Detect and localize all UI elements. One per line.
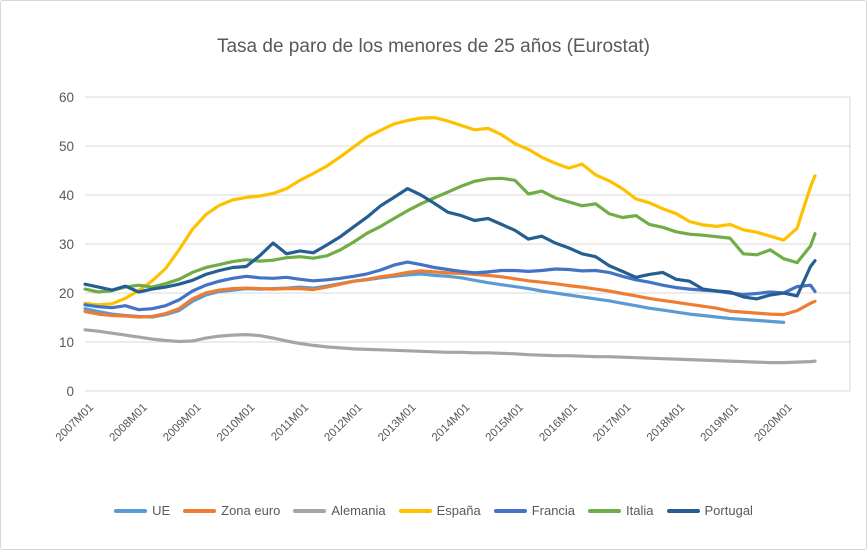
chart-title: Tasa de paro de los menores de 25 años (… (216, 36, 651, 57)
y-axis-tick-label: 10 (59, 335, 74, 350)
legend-swatch-zona-euro (183, 508, 217, 513)
y-axis-tick-label: 40 (59, 188, 74, 203)
legend-item-francia: Francia (493, 503, 576, 518)
series-line-francia (83, 260, 817, 312)
x-axis-tick-label: 2020M01 (752, 402, 794, 444)
legend-item-italia: Italia (588, 503, 654, 518)
y-axis-tick-label: 30 (59, 237, 74, 252)
series-line-zona-euro (83, 269, 817, 319)
y-axis-tick-label: 20 (59, 286, 74, 301)
legend-swatch-alemania (293, 508, 327, 513)
legend-label-alemania: Alemania (331, 503, 386, 518)
series-line-alemania (83, 328, 817, 365)
series-line-ue (83, 272, 786, 324)
series-line-italia (83, 176, 817, 294)
legend-swatch-ue (114, 508, 148, 513)
legend-label-españa: España (436, 503, 481, 518)
x-axis-tick-label: 2011M01 (269, 402, 311, 444)
legend-item-portugal: Portugal (666, 503, 753, 518)
legend-label-portugal: Portugal (704, 503, 753, 518)
legend-label-italia: Italia (626, 503, 654, 518)
y-axis-tick-label: 60 (59, 90, 74, 105)
legend-label-ue: UE (152, 503, 171, 518)
x-axis-tick-label: 2015M01 (484, 402, 526, 444)
legend-label-zona-euro: Zona euro (221, 503, 281, 518)
x-axis-tick-label: 2016M01 (537, 402, 579, 444)
legend-item-ue: UE (114, 503, 170, 518)
legend-swatch-portugal (666, 508, 700, 513)
legend-swatch-francia (493, 508, 527, 513)
x-axis-tick-label: 2007M01 (54, 402, 96, 444)
legend-swatch-españa (398, 508, 432, 513)
series-line-portugal (83, 187, 817, 301)
x-axis-tick-label: 2017M01 (591, 402, 633, 444)
y-axis-tick-label: 50 (59, 139, 74, 154)
legend-label-francia: Francia (531, 503, 576, 518)
x-axis-tick-label: 2014M01 (430, 402, 472, 444)
x-axis-tick-label: 2008M01 (107, 402, 149, 444)
y-axis-tick-label: 0 (66, 384, 74, 399)
x-axis-tick-label: 2019M01 (699, 402, 741, 444)
line-chart: 0 10 20 30 40 50 60 2007M01 2008M01 2009M01 2010M0… (54, 90, 851, 444)
x-axis-tick-label: 2012M01 (322, 402, 364, 444)
x-axis-tick-label: 2013M01 (376, 402, 418, 444)
chart-legend: UE Zona euro Alemania España Francia Italia Po… (0, 503, 867, 518)
x-axis-tick-label: 2009M01 (161, 402, 203, 444)
legend-item-alemania: Alemania (293, 503, 386, 518)
x-axis-tick-label: 2018M01 (645, 402, 687, 444)
legend-swatch-italia (588, 508, 622, 513)
x-axis-tick-label: 2010M01 (215, 402, 257, 444)
legend-item-españa: España (398, 503, 481, 518)
legend-item-zona-euro: Zona euro (183, 503, 280, 518)
series-line-españa (83, 116, 817, 307)
